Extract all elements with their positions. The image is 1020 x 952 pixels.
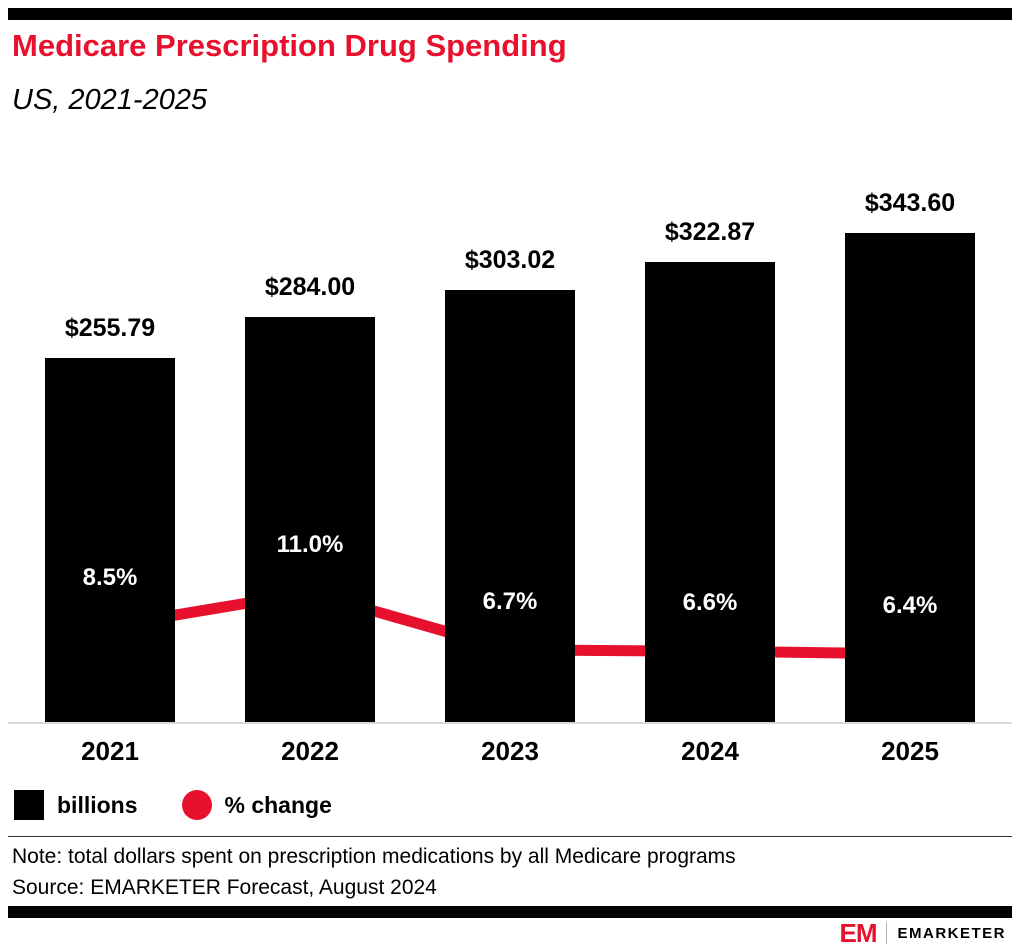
bar [45, 357, 175, 722]
pct-change-swatch-icon [181, 790, 212, 820]
note-text: Note: total dollars spent on prescriptio… [12, 845, 736, 868]
source-text: Source: EMARKETER Forecast, August 2024 [12, 876, 437, 899]
bar [445, 290, 575, 722]
x-axis-line [8, 722, 1012, 724]
legend-label-billions: billions [57, 791, 138, 818]
legend: billions % change [14, 790, 332, 820]
pct-change-label: 6.7% [482, 587, 538, 615]
pct-change-label: 8.5% [82, 563, 138, 591]
brand-name: EMARKETER [897, 924, 1006, 942]
x-axis-label: 2022 [281, 736, 339, 766]
legend-item-pct-change: % change [181, 790, 332, 820]
bar [645, 262, 775, 722]
bar-value-label: $322.87 [664, 218, 756, 247]
pct-change-label: 11.0% [276, 530, 344, 558]
bottom-accent-bar [8, 906, 1012, 918]
page-subtitle: US, 2021-2025 [12, 84, 208, 116]
bar [845, 232, 975, 722]
footer-divider [886, 922, 888, 944]
emarketer-logo-icon: EM [839, 918, 877, 948]
x-axis-label: 2023 [481, 736, 539, 766]
x-axis-label: 2021 [81, 736, 139, 766]
bar-value-label: $343.60 [864, 188, 956, 217]
footnote-divider [8, 836, 1012, 837]
x-axis-label: 2024 [681, 736, 739, 766]
page-title: Medicare Prescription Drug Spending [12, 28, 567, 63]
footer: EM EMARKETER [839, 920, 1006, 946]
pct-change-label: 6.4% [882, 591, 938, 619]
top-accent-bar [8, 8, 1012, 20]
bar-value-label: $255.79 [64, 313, 156, 342]
x-axis-label: 2025 [881, 736, 939, 766]
pct-change-label: 6.6% [682, 589, 738, 617]
bar-value-label: $284.00 [264, 273, 356, 302]
legend-label-pct-change: % change [224, 791, 332, 818]
bar [245, 317, 375, 722]
bar-value-label: $303.02 [464, 246, 556, 275]
legend-item-billions: billions [14, 790, 138, 820]
billions-swatch-icon [14, 790, 44, 820]
